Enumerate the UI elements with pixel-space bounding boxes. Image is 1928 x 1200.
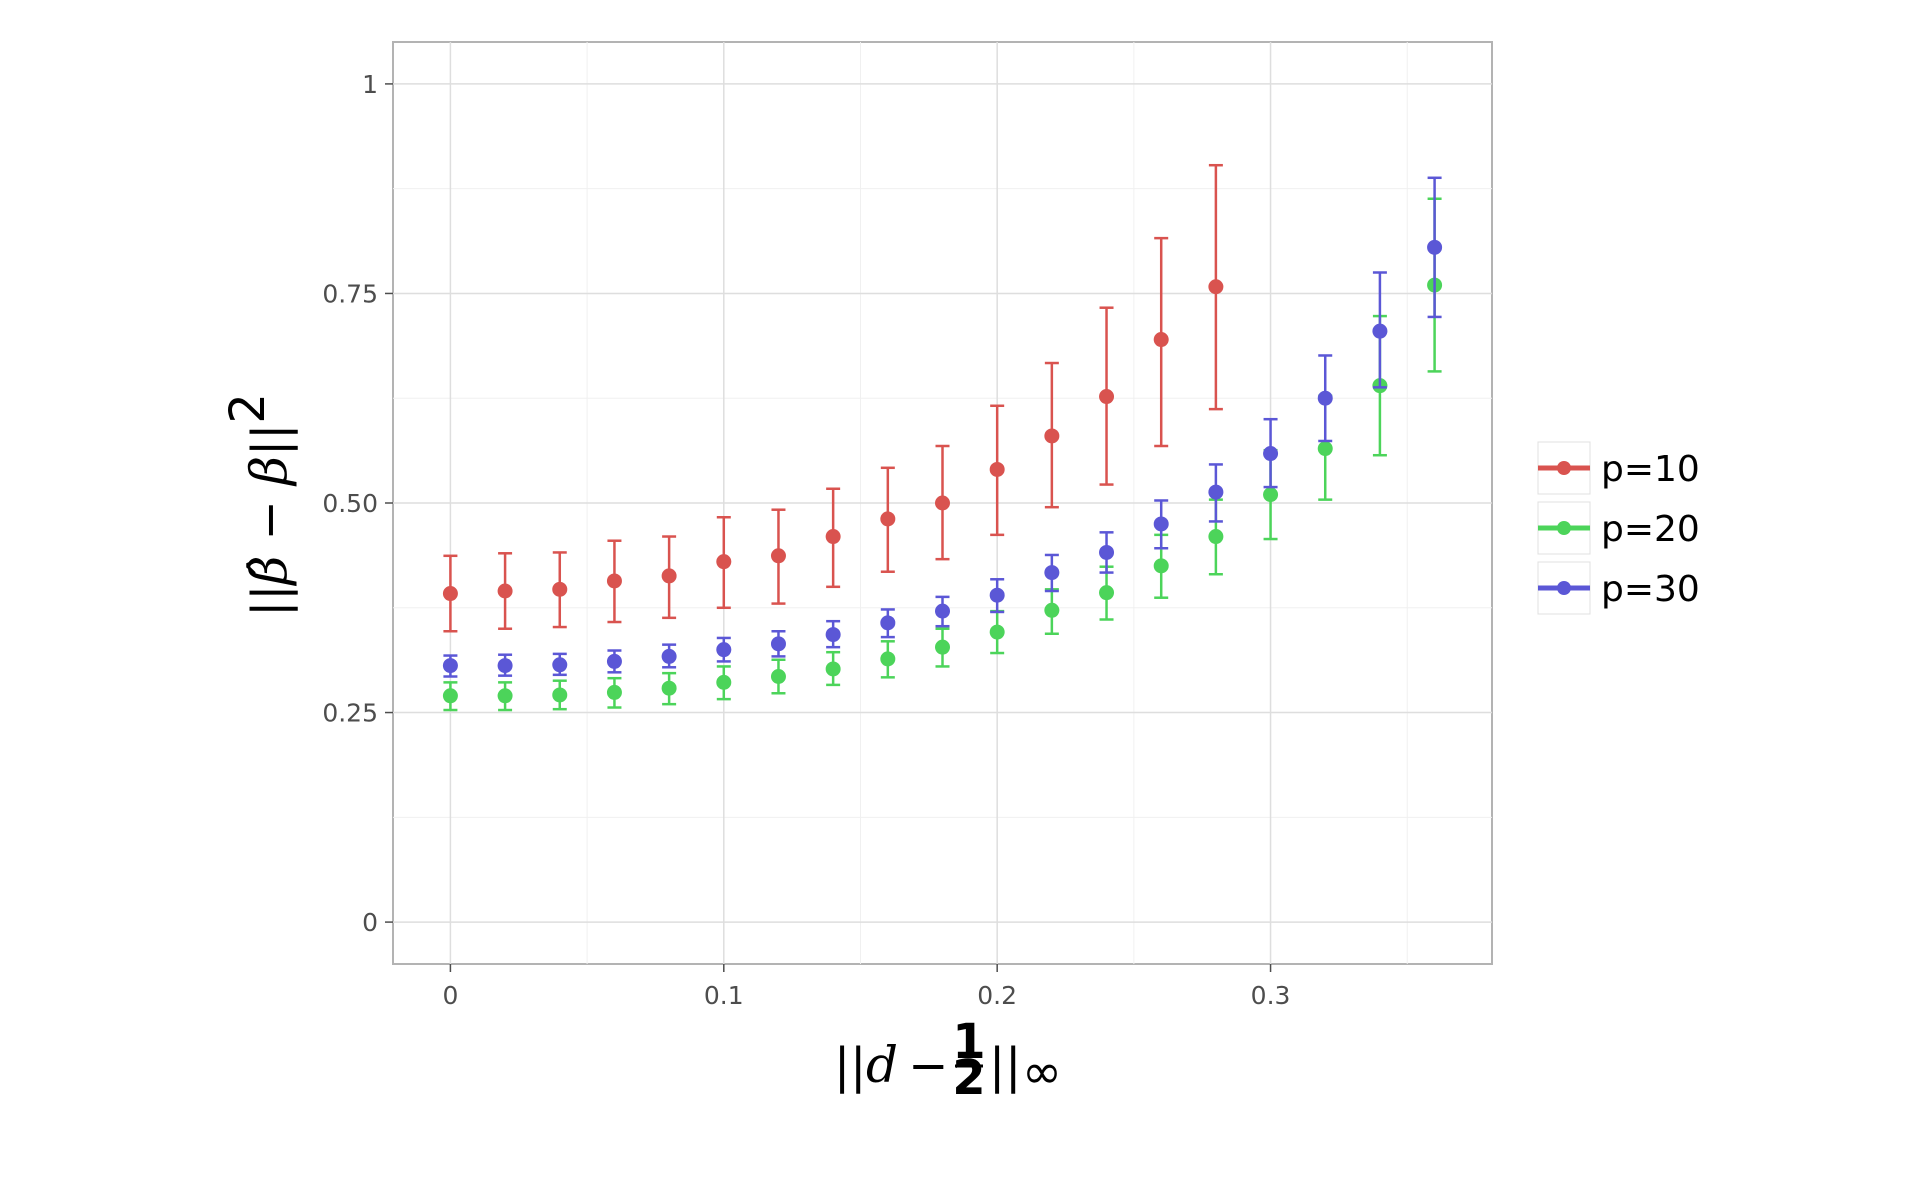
- data-point: [1208, 279, 1224, 295]
- data-point: [552, 581, 568, 597]
- data-point: [1372, 323, 1388, 339]
- y-title-minus: −: [242, 485, 298, 556]
- data-point: [880, 651, 896, 667]
- data-point: [606, 573, 622, 589]
- data-point: [1153, 558, 1169, 574]
- legend-key-point: [1557, 461, 1571, 475]
- data-point: [1153, 516, 1169, 532]
- data-point: [552, 657, 568, 673]
- x-title-frac-num: 1: [952, 1014, 985, 1070]
- y-tick-label: 0.25: [322, 699, 378, 728]
- data-point: [825, 529, 841, 545]
- legend: p=10 p=20 p=30: [1537, 441, 1700, 615]
- data-point: [1317, 441, 1333, 457]
- data-point: [497, 583, 513, 599]
- data-point: [1427, 239, 1443, 255]
- data-point: [716, 554, 732, 570]
- x-title-minus: −: [893, 1038, 964, 1094]
- legend-entry: p=30: [1537, 561, 1700, 615]
- data-point: [606, 684, 622, 700]
- y-title-var1: β̂: [240, 556, 298, 587]
- data-point: [770, 548, 786, 564]
- data-point: [935, 639, 950, 655]
- series-p-30: [442, 176, 1443, 678]
- y-tick-label: 0.75: [322, 279, 378, 308]
- svg-text:||β̂ − β||2: ||β̂ − β||2: [220, 393, 298, 617]
- legend-label: p=20: [1601, 509, 1700, 550]
- legend-label: p=30: [1601, 569, 1700, 610]
- x-tick-labels: 0 0.1 0.2 0.3: [442, 981, 1290, 1010]
- data-point: [1153, 332, 1169, 348]
- x-tick-label: 0: [442, 981, 458, 1010]
- data-point: [552, 687, 568, 703]
- legend-entry: p=10: [1537, 441, 1700, 495]
- data-point: [661, 568, 677, 584]
- data-point: [1099, 585, 1115, 601]
- x-tick-label: 0.2: [977, 981, 1017, 1010]
- data-point: [442, 688, 458, 704]
- x-title-pre: ||: [834, 1038, 866, 1094]
- legend-key-point: [1557, 581, 1571, 595]
- data-point: [989, 624, 1005, 640]
- y-tick-label: 0.50: [322, 489, 378, 518]
- y-axis-title: ||β̂ − β||2: [220, 393, 298, 617]
- data-point: [1208, 484, 1224, 500]
- data-point: [935, 603, 950, 619]
- x-axis-title: || d − 1 2 || ∞: [834, 1014, 1062, 1106]
- data-point: [880, 615, 896, 631]
- data-point: [1099, 389, 1115, 405]
- y-tick-label: 0: [362, 908, 378, 937]
- grid-major: [393, 42, 1492, 964]
- data-point: [442, 586, 458, 602]
- data-point: [1044, 602, 1060, 618]
- data-point: [1208, 529, 1224, 545]
- x-title-frac-den: 2: [952, 1050, 985, 1106]
- data-point: [661, 648, 677, 664]
- y-title-sup: 2: [220, 393, 276, 424]
- x-tick-label: 0.1: [704, 981, 744, 1010]
- data-point: [661, 680, 677, 696]
- legend-entry: p=20: [1537, 501, 1700, 555]
- y-tick-labels: 0 0.25 0.50 0.75 1: [322, 70, 378, 937]
- data-point: [989, 461, 1005, 477]
- y-tick-label: 1: [362, 70, 378, 99]
- data-point: [716, 642, 732, 658]
- series-layer: [442, 163, 1443, 712]
- data-point: [935, 495, 950, 511]
- axis-ticks: [385, 83, 1272, 972]
- data-point: [497, 688, 513, 704]
- data-point: [1099, 544, 1115, 560]
- data-point: [825, 661, 841, 677]
- y-title-post: ||: [242, 424, 298, 456]
- data-point: [1263, 446, 1279, 462]
- data-point: [880, 511, 896, 527]
- series-p-10: [442, 163, 1224, 633]
- data-point: [716, 674, 732, 690]
- data-point: [1317, 390, 1333, 406]
- data-point: [497, 658, 513, 674]
- x-title-post: ||: [989, 1038, 1021, 1094]
- x-tick-label: 0.3: [1251, 981, 1291, 1010]
- data-point: [825, 627, 841, 643]
- data-point: [606, 653, 622, 669]
- data-point: [989, 587, 1005, 603]
- y-title-var2: β: [240, 456, 298, 487]
- data-point: [1044, 565, 1060, 581]
- data-point: [770, 669, 786, 685]
- data-point: [770, 636, 786, 652]
- data-point: [1044, 428, 1060, 444]
- legend-key-point: [1557, 521, 1571, 535]
- data-point: [442, 658, 458, 674]
- x-title-sub: ∞: [1022, 1044, 1062, 1100]
- legend-label: p=10: [1601, 449, 1700, 490]
- x-title-var: d: [866, 1036, 898, 1094]
- y-title-pre: ||: [242, 585, 298, 617]
- data-point: [1263, 487, 1279, 503]
